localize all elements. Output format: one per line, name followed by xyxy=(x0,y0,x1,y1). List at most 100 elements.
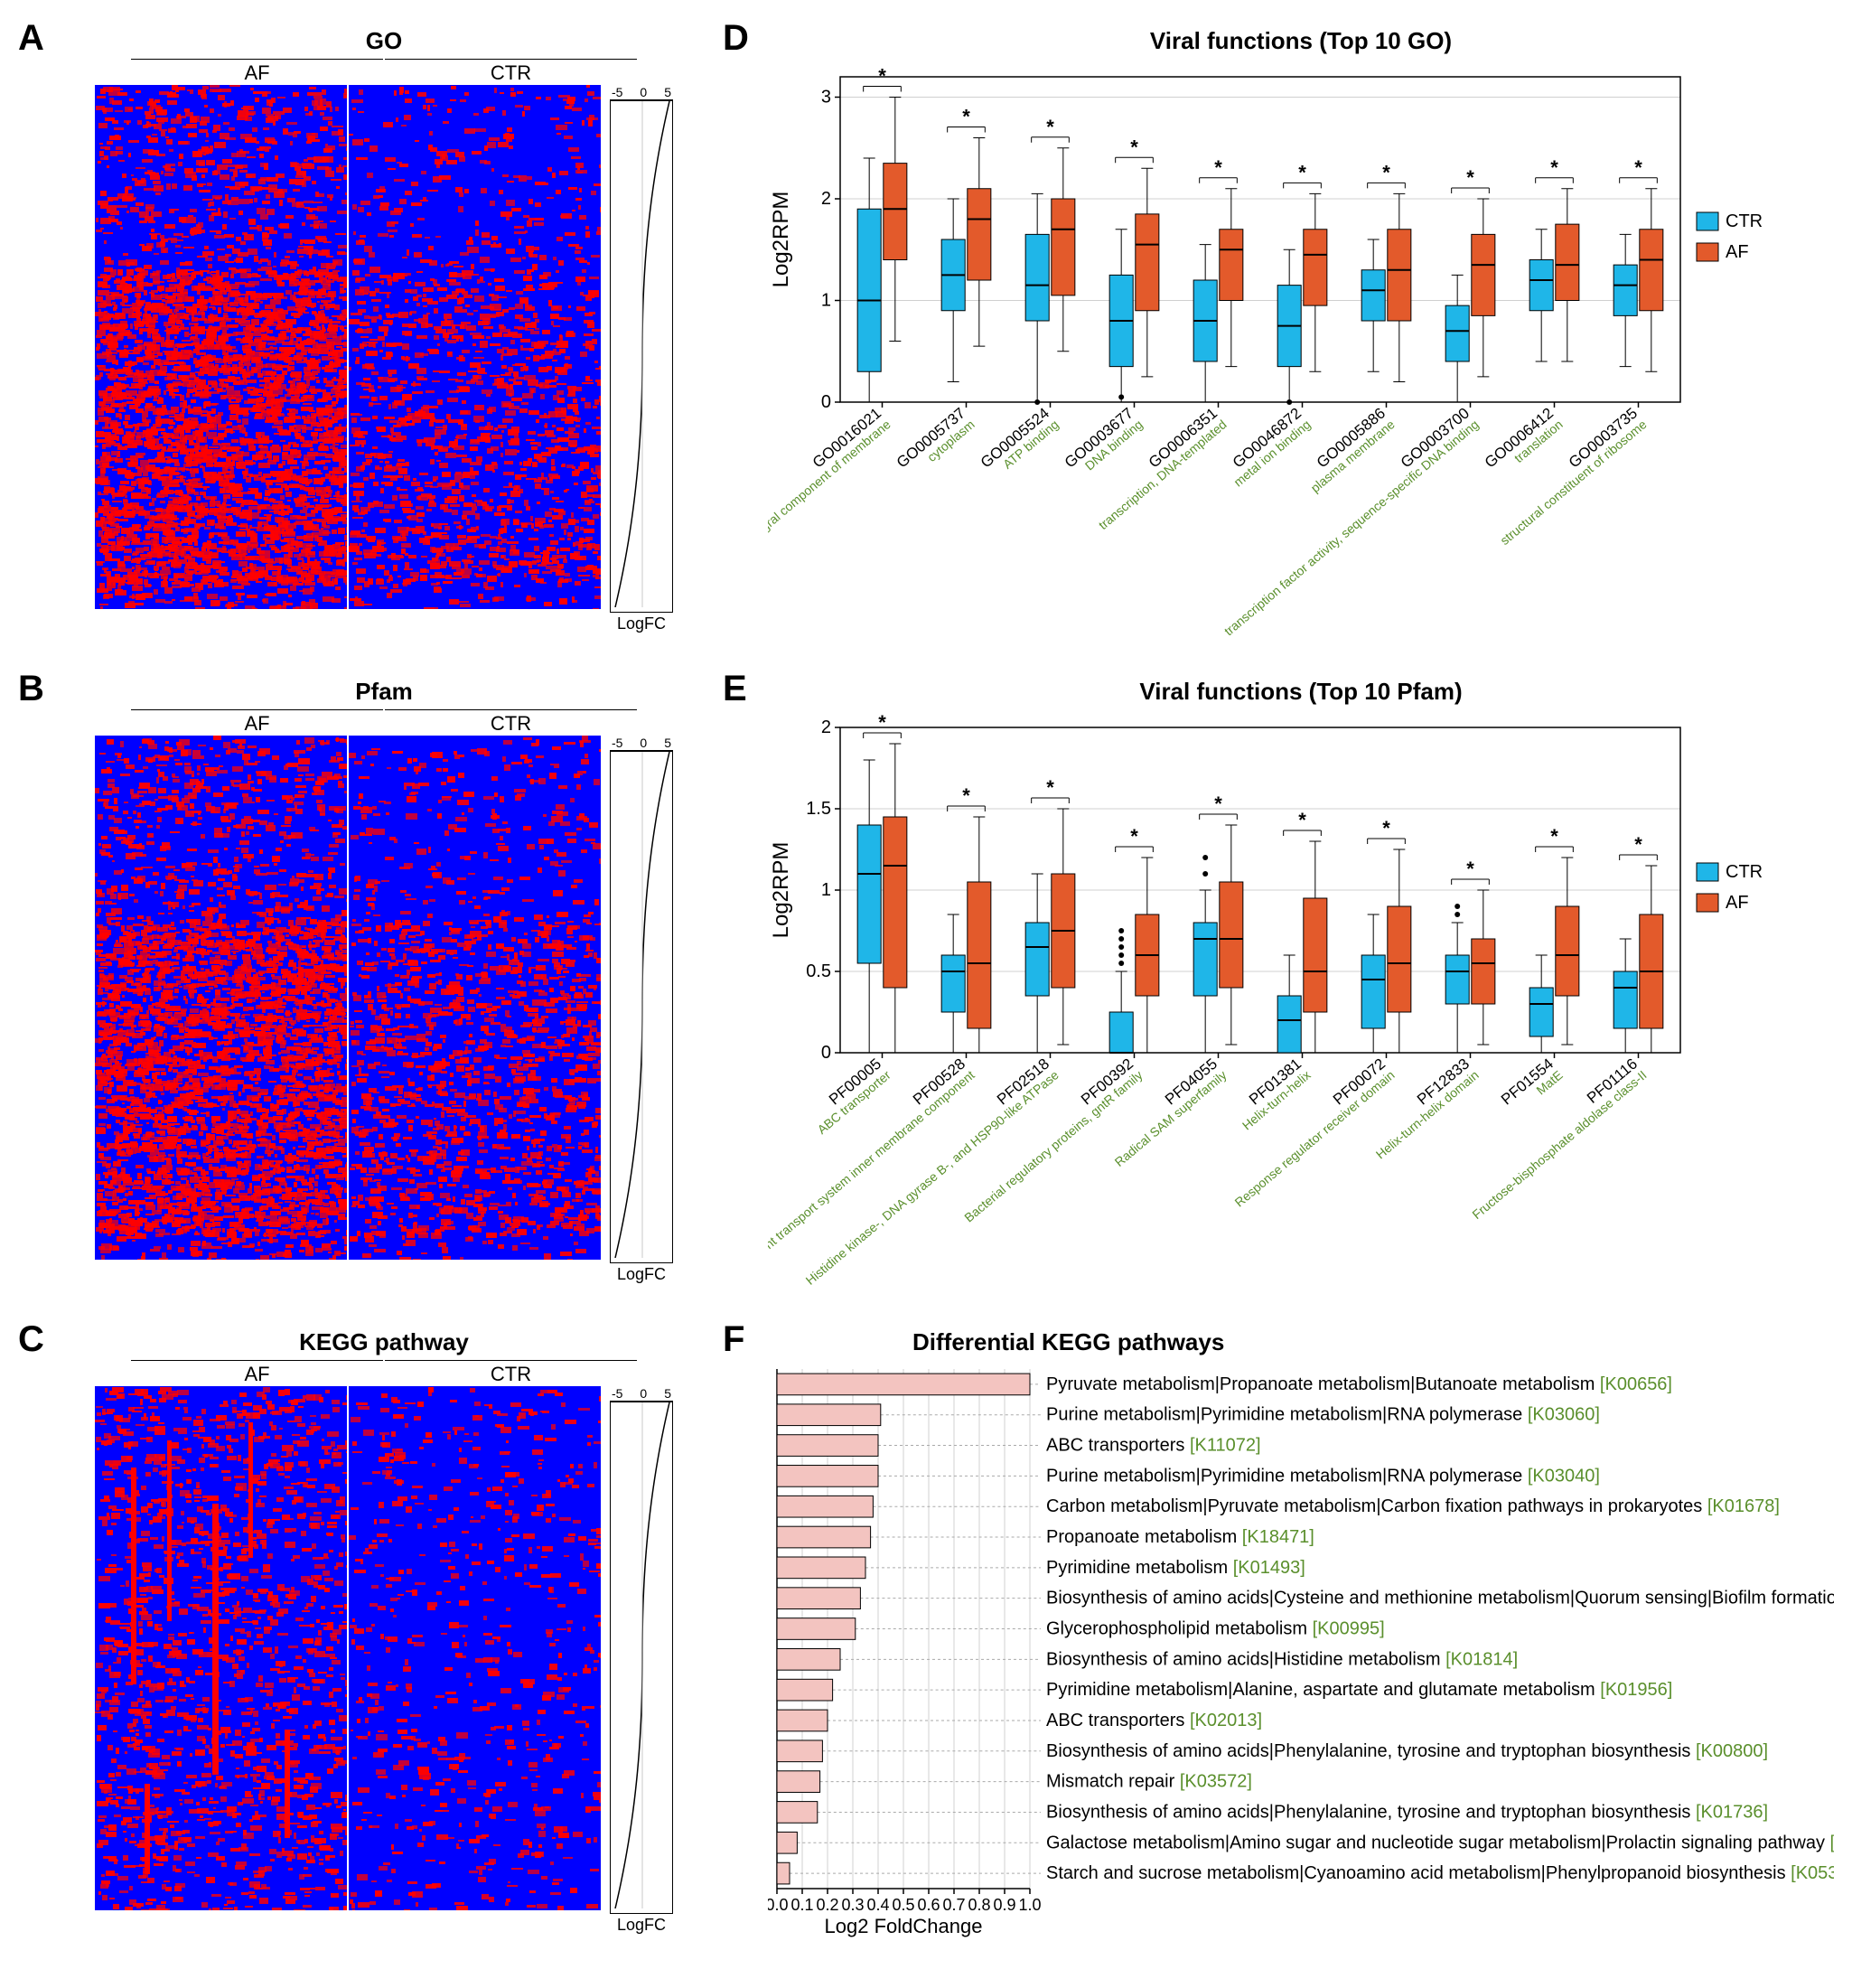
svg-text:*: * xyxy=(1130,825,1138,848)
svg-text:*: * xyxy=(1382,817,1390,839)
heatmap-a-group-ctr: CTR xyxy=(385,59,637,85)
svg-text:*: * xyxy=(1634,833,1642,856)
svg-text:0.5: 0.5 xyxy=(806,961,831,981)
panel-c-title: KEGG pathway xyxy=(299,1328,469,1356)
panel-e-title: Viral functions (Top 10 Pfam) xyxy=(768,678,1834,706)
svg-text:3: 3 xyxy=(821,88,831,108)
heatmap-b-group-ctr: CTR xyxy=(385,709,637,736)
boxplot-e-svg: 00.511.52Log2RPM*PF00005ABC transporter*… xyxy=(768,709,1834,1288)
svg-text:Mismatch repair [K03572]: Mismatch repair [K03572] xyxy=(1046,1772,1252,1792)
heatmap-a-group-af: AF xyxy=(131,59,383,85)
logfc-c: -5 0 5 LogFC xyxy=(610,1386,673,1910)
svg-text:Biosynthesis of amino acids|Cy: Biosynthesis of amino acids|Cysteine and… xyxy=(1046,1589,1834,1608)
svg-text:*: * xyxy=(1214,156,1222,179)
svg-text:ABC transporters [K02013]: ABC transporters [K02013] xyxy=(1046,1711,1262,1730)
svg-text:0.8: 0.8 xyxy=(968,1896,990,1914)
svg-text:ABC transporters [K11072]: ABC transporters [K11072] xyxy=(1046,1436,1261,1456)
svg-text:1.5: 1.5 xyxy=(806,799,831,819)
svg-text:*: * xyxy=(1046,116,1054,138)
svg-text:1: 1 xyxy=(821,880,831,900)
logfc-tick: 5 xyxy=(664,1386,671,1401)
svg-text:*: * xyxy=(878,711,886,734)
svg-text:0.4: 0.4 xyxy=(866,1896,889,1914)
svg-text:Pyrimidine metabolism [K01493]: Pyrimidine metabolism [K01493] xyxy=(1046,1558,1305,1578)
svg-text:Log2RPM: Log2RPM xyxy=(769,192,793,288)
svg-text:AF: AF xyxy=(1726,242,1749,262)
panel-f-title: Differential KEGG pathways xyxy=(768,1328,1834,1356)
svg-text:Starch and sucrose metabolism|: Starch and sucrose metabolism|Cyanoamino… xyxy=(1046,1863,1834,1883)
logfc-label: LogFC xyxy=(610,1265,673,1284)
logfc-tick: 0 xyxy=(640,736,647,750)
svg-text:0.2: 0.2 xyxy=(816,1896,838,1914)
svg-text:Carbon metabolism|Pyruvate met: Carbon metabolism|Pyruvate metabolism|Ca… xyxy=(1046,1496,1780,1516)
svg-text:*: * xyxy=(1298,809,1306,831)
svg-text:*: * xyxy=(1466,858,1474,880)
svg-text:Fructose-bisphosphate aldolase: Fructose-bisphosphate aldolase class-II xyxy=(1469,1067,1649,1222)
svg-text:Biosynthesis of amino acids|Ph: Biosynthesis of amino acids|Phenylalanin… xyxy=(1046,1802,1768,1822)
svg-text:Biosynthesis of amino acids|Ph: Biosynthesis of amino acids|Phenylalanin… xyxy=(1046,1741,1768,1761)
svg-text:0.3: 0.3 xyxy=(841,1896,864,1914)
svg-text:CTR: CTR xyxy=(1726,211,1763,231)
figure-grid: A GO AF CTR -5 0 5 LogFC xyxy=(18,18,1834,1952)
svg-text:Propanoate metabolism [K18471]: Propanoate metabolism [K18471] xyxy=(1046,1527,1314,1547)
logfc-tick: -5 xyxy=(612,85,622,99)
heatmap-c-group-af: AF xyxy=(131,1360,383,1386)
svg-text:0.0: 0.0 xyxy=(768,1896,789,1914)
panel-letter-b: B xyxy=(18,669,44,709)
svg-text:Pyrimidine metabolism|Alanine,: Pyrimidine metabolism|Alanine, aspartate… xyxy=(1046,1680,1672,1700)
svg-text:*: * xyxy=(1466,166,1474,189)
panel-d-title: Viral functions (Top 10 GO) xyxy=(768,27,1834,55)
svg-text:Binding-protein-dependent tran: Binding-protein-dependent transport syst… xyxy=(768,1067,977,1288)
logfc-tick: -5 xyxy=(612,736,622,750)
panel-letter-f: F xyxy=(723,1319,744,1360)
logfc-b: -5 0 5 LogFC xyxy=(610,736,673,1260)
panel-letter-a: A xyxy=(18,18,44,59)
svg-text:2: 2 xyxy=(821,189,831,209)
svg-text:*: * xyxy=(1298,161,1306,183)
svg-text:*: * xyxy=(962,106,970,128)
svg-text:0.7: 0.7 xyxy=(942,1896,965,1914)
logfc-tick: 5 xyxy=(664,736,671,750)
svg-text:Pyruvate metabolism|Propanoate: Pyruvate metabolism|Propanoate metabolis… xyxy=(1046,1374,1672,1394)
kegg-bar-svg: 0.00.10.20.30.40.50.60.70.80.91.0Log2 Fo… xyxy=(768,1360,1834,1938)
svg-text:Biosynthesis of amino acids|Hi: Biosynthesis of amino acids|Histidine me… xyxy=(1046,1649,1518,1669)
panel-e: E Viral functions (Top 10 Pfam) 0 0.5 1 1.5… xyxy=(723,669,1834,1301)
panel-f: F Differential KEGG pathways 0.00.10.20.… xyxy=(723,1319,1834,1952)
svg-text:2: 2 xyxy=(821,717,831,737)
panel-b: B Pfam AF CTR -5 0 5 Log xyxy=(18,669,705,1301)
svg-text:AF: AF xyxy=(1726,893,1749,913)
panel-letter-e: E xyxy=(723,669,747,709)
svg-text:0.6: 0.6 xyxy=(917,1896,940,1914)
logfc-tick: 0 xyxy=(640,85,647,99)
heatmap-c-body xyxy=(95,1386,601,1910)
svg-text:0.9: 0.9 xyxy=(993,1896,1015,1914)
svg-text:0: 0 xyxy=(821,392,831,412)
panel-d: D Viral functions (Top 10 GO) 0123Log2RP… xyxy=(723,18,1834,651)
logfc-label: LogFC xyxy=(610,1916,673,1935)
svg-text:Purine metabolism|Pyrimidine m: Purine metabolism|Pyrimidine metabolism|… xyxy=(1046,1466,1600,1486)
svg-text:Glycerophospholipid metabolism: Glycerophospholipid metabolism [K00995] xyxy=(1046,1619,1385,1639)
svg-text:CTR: CTR xyxy=(1726,862,1763,882)
logfc-label: LogFC xyxy=(610,614,673,633)
panel-letter-c: C xyxy=(18,1319,44,1360)
svg-text:*: * xyxy=(1214,792,1222,815)
svg-text:0.5: 0.5 xyxy=(892,1896,914,1914)
panel-a-title: GO xyxy=(366,27,402,55)
svg-text:Galactose metabolism|Amino sug: Galactose metabolism|Amino sugar and nuc… xyxy=(1046,1833,1834,1852)
heatmap-a-body xyxy=(95,85,601,609)
boxplot-d-svg: 0123Log2RPM*GO0016021integral component … xyxy=(768,59,1834,637)
svg-text:*: * xyxy=(1130,136,1138,158)
svg-text:*: * xyxy=(1550,156,1558,179)
svg-text:*: * xyxy=(1046,776,1054,799)
svg-text:1.0: 1.0 xyxy=(1018,1896,1041,1914)
logfc-tick: 5 xyxy=(664,85,671,99)
svg-text:0: 0 xyxy=(821,1043,831,1063)
logfc-tick: 0 xyxy=(640,1386,647,1401)
svg-text:Purine metabolism|Pyrimidine m: Purine metabolism|Pyrimidine metabolism|… xyxy=(1046,1405,1600,1425)
svg-text:0.1: 0.1 xyxy=(790,1896,813,1914)
svg-text:*: * xyxy=(1382,161,1390,183)
heatmap-c-group-ctr: CTR xyxy=(385,1360,637,1386)
heatmap-b-group-af: AF xyxy=(131,709,383,736)
logfc-tick: -5 xyxy=(612,1386,622,1401)
panel-letter-d: D xyxy=(723,18,749,59)
